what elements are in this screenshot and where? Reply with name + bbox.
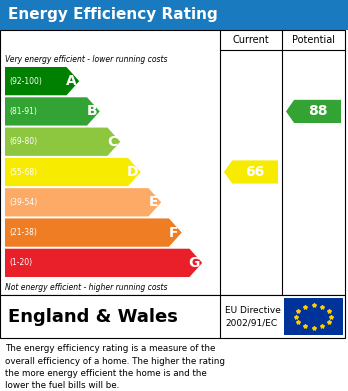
Text: Very energy efficient - lower running costs: Very energy efficient - lower running co… bbox=[5, 54, 167, 63]
Text: (1-20): (1-20) bbox=[9, 258, 32, 267]
Polygon shape bbox=[5, 97, 100, 126]
Text: England & Wales: England & Wales bbox=[8, 307, 178, 325]
Bar bbox=[0, 0, 348, 30]
Text: B: B bbox=[86, 104, 97, 118]
Text: (21-38): (21-38) bbox=[9, 228, 37, 237]
Bar bbox=[0, 295, 345, 338]
Polygon shape bbox=[5, 219, 182, 247]
Text: (39-54): (39-54) bbox=[9, 198, 37, 207]
Text: D: D bbox=[127, 165, 139, 179]
Text: EU Directive: EU Directive bbox=[225, 306, 281, 315]
Polygon shape bbox=[5, 127, 120, 156]
Text: E: E bbox=[149, 195, 158, 209]
Text: The energy efficiency rating is a measure of the
overall efficiency of a home. T: The energy efficiency rating is a measur… bbox=[5, 344, 225, 391]
Text: Not energy efficient - higher running costs: Not energy efficient - higher running co… bbox=[5, 283, 167, 292]
Text: G: G bbox=[189, 256, 200, 270]
Text: (81-91): (81-91) bbox=[9, 107, 37, 116]
Text: F: F bbox=[169, 226, 179, 240]
Polygon shape bbox=[5, 158, 141, 186]
Polygon shape bbox=[5, 188, 161, 217]
Text: 88: 88 bbox=[308, 104, 327, 118]
Polygon shape bbox=[224, 160, 278, 184]
Polygon shape bbox=[286, 100, 341, 123]
Bar bbox=[284, 298, 343, 335]
Text: Potential: Potential bbox=[292, 35, 335, 45]
Text: 2002/91/EC: 2002/91/EC bbox=[225, 318, 277, 327]
Polygon shape bbox=[5, 67, 79, 95]
Text: C: C bbox=[107, 135, 117, 149]
Text: 66: 66 bbox=[245, 165, 265, 179]
Text: (92-100): (92-100) bbox=[9, 77, 42, 86]
Text: A: A bbox=[66, 74, 77, 88]
Text: Current: Current bbox=[232, 35, 269, 45]
Polygon shape bbox=[5, 249, 202, 277]
Text: (69-80): (69-80) bbox=[9, 137, 37, 146]
Text: Energy Efficiency Rating: Energy Efficiency Rating bbox=[8, 7, 218, 23]
Bar bbox=[0, 30, 345, 295]
Text: (55-68): (55-68) bbox=[9, 167, 37, 176]
